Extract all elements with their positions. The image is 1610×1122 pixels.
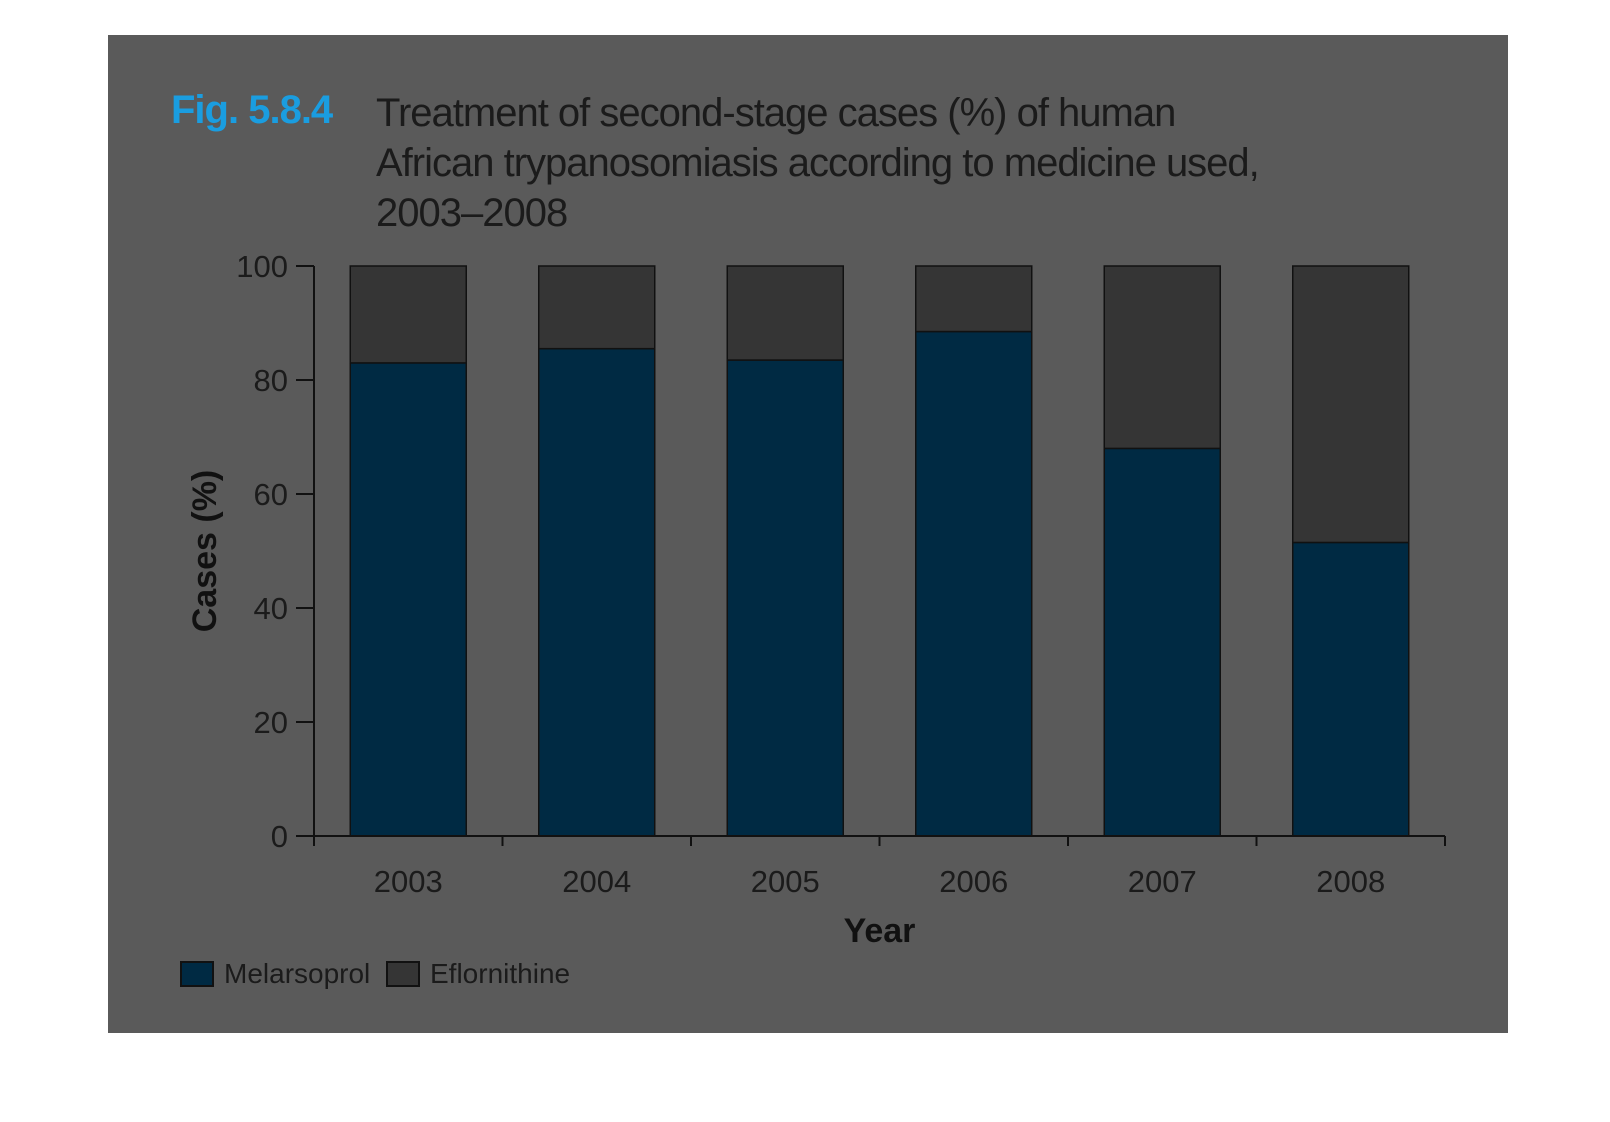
x-tick-label: 2005	[751, 864, 820, 899]
figure-label: Fig. 5.8.4	[171, 88, 333, 132]
legend-label-eflornithine: Eflornithine	[430, 958, 571, 989]
y-tick-label: 0	[271, 819, 288, 854]
y-tick-label: 40	[254, 591, 288, 626]
x-tick-label: 2003	[374, 864, 443, 899]
bar-melarsoprol-2007	[1103, 447, 1221, 837]
bar-melarsoprol-2008	[1292, 541, 1410, 837]
y-tick-label: 100	[236, 249, 288, 284]
x-axis-title: Year	[844, 912, 916, 950]
legend-label-melarsoprol: Melarsoprol	[224, 958, 371, 989]
bar-melarsoprol-2003	[349, 362, 467, 837]
legend-swatch-melarsoprol	[180, 961, 214, 987]
bar-eflornithine-2008	[1292, 265, 1410, 544]
legend-item-eflornithine: Eflornithine	[386, 958, 570, 990]
bar-eflornithine-2006	[915, 265, 1033, 333]
bar-melarsoprol-2005	[726, 359, 844, 837]
bar-melarsoprol-2006	[915, 330, 1033, 837]
bar-melarsoprol-2004	[538, 347, 656, 837]
y-tick-label: 60	[254, 477, 288, 512]
bar-eflornithine-2005	[726, 265, 844, 361]
figure-title-line-3: 2003–2008	[376, 191, 568, 235]
x-tick-label: 2006	[939, 864, 1008, 899]
x-tick-label: 2004	[562, 864, 631, 899]
bar-eflornithine-2004	[538, 265, 656, 350]
x-tick-label: 2007	[1128, 864, 1197, 899]
y-tick-label: 80	[254, 363, 288, 398]
y-axis-title: Cases (%)	[186, 470, 224, 633]
y-tick-label: 20	[254, 705, 288, 740]
bar-eflornithine-2007	[1103, 265, 1221, 450]
figure-title-line-2: African trypanosomiasis according to med…	[376, 141, 1260, 185]
bar-eflornithine-2003	[349, 265, 467, 364]
x-tick-label: 2008	[1316, 864, 1385, 899]
legend-item-melarsoprol: Melarsoprol	[180, 958, 370, 990]
figure-title: Treatment of second-stage cases (%) of h…	[376, 88, 1376, 238]
figure-title-line-1: Treatment of second-stage cases (%) of h…	[376, 91, 1176, 135]
legend-swatch-eflornithine	[386, 961, 420, 987]
